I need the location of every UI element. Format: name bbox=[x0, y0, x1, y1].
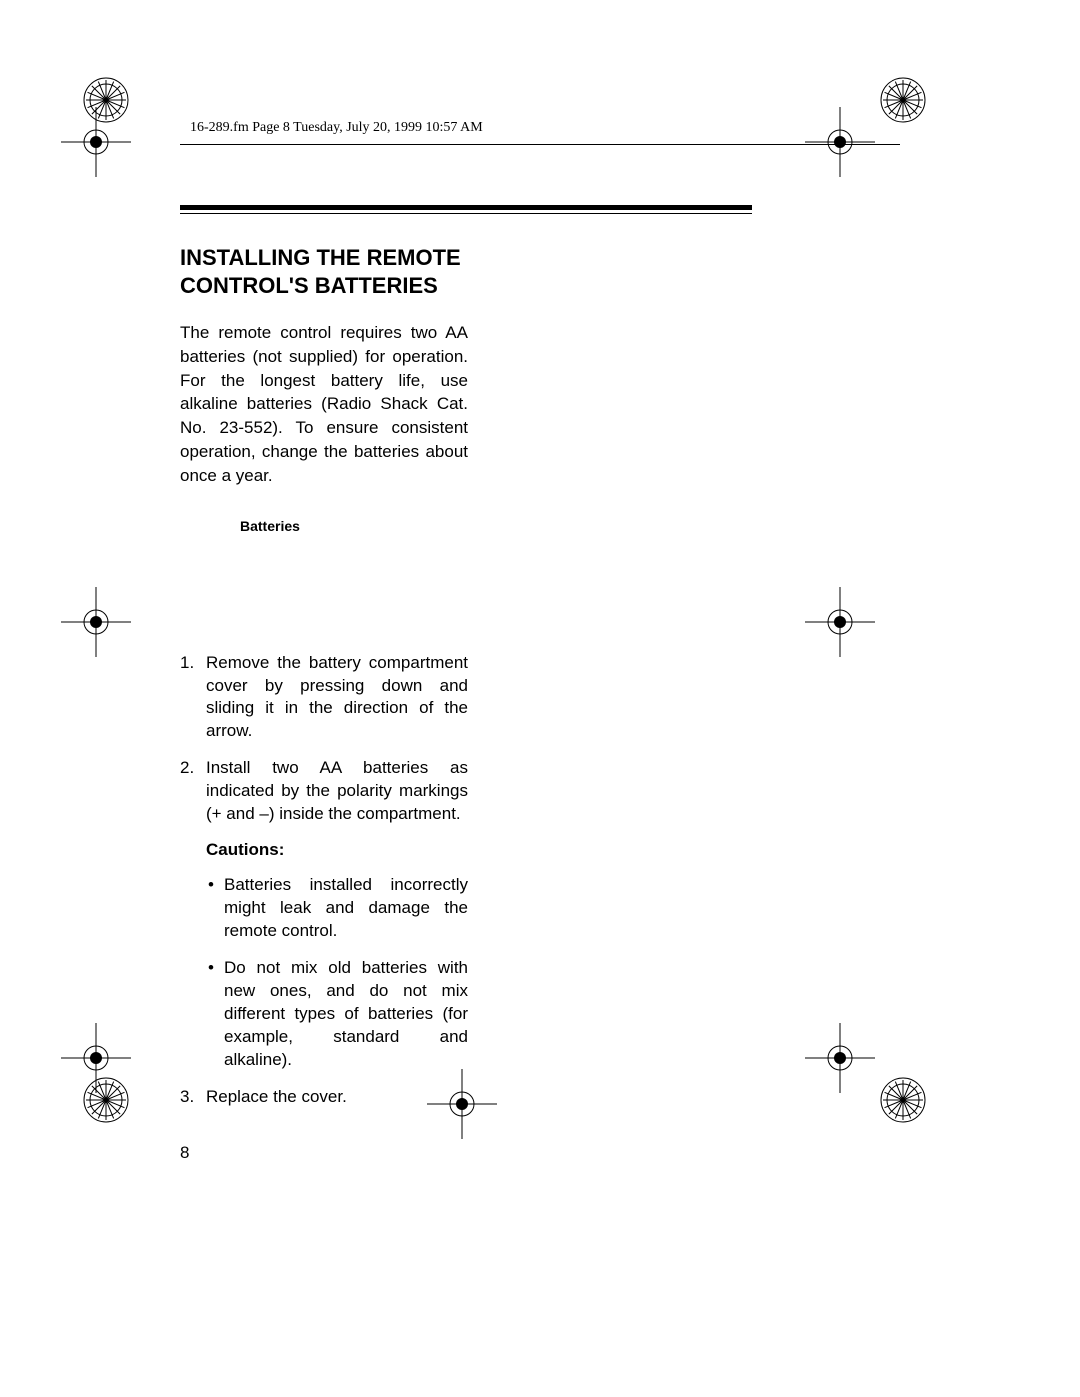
illustration-label: Batteries bbox=[240, 518, 468, 534]
cautions-list: Batteries installed incorrectly might le… bbox=[206, 874, 468, 1072]
section-title: INSTALLING THE REMOTE CONTROL'S BATTERIE… bbox=[180, 244, 468, 299]
step-text: Install two AA batteries as indicated by… bbox=[206, 758, 468, 823]
step-number: 2. bbox=[180, 757, 194, 780]
registration-mark-icon bbox=[805, 107, 875, 177]
step-2: 2. Install two AA batteries as indicated… bbox=[180, 757, 468, 826]
cautions-heading: Cautions: bbox=[206, 840, 468, 860]
step-text: Remove the battery compartment cover by … bbox=[206, 653, 468, 741]
caution-1: Batteries installed incorrectly might le… bbox=[206, 874, 468, 943]
steps-list: 1. Remove the battery compartment cover … bbox=[180, 652, 468, 827]
caution-2: Do not mix old batteries with new ones, … bbox=[206, 957, 468, 1072]
corner-rosette-icon bbox=[82, 1076, 130, 1124]
corner-rosette-icon bbox=[879, 1076, 927, 1124]
page-number: 8 bbox=[180, 1143, 468, 1163]
registration-mark-icon bbox=[805, 1023, 875, 1093]
heavy-rule bbox=[180, 205, 752, 214]
step-number: 3. bbox=[180, 1086, 194, 1109]
text-column: INSTALLING THE REMOTE CONTROL'S BATTERIE… bbox=[180, 244, 468, 1163]
top-divider-thin bbox=[180, 144, 900, 145]
registration-mark-icon bbox=[805, 587, 875, 657]
registration-mark-icon bbox=[61, 587, 131, 657]
page-content: 16-289.fm Page 8 Tuesday, July 20, 1999 … bbox=[180, 120, 900, 1163]
intro-paragraph: The remote control requires two AA batte… bbox=[180, 321, 468, 488]
running-head: 16-289.fm Page 8 Tuesday, July 20, 1999 … bbox=[190, 120, 900, 136]
step-3: 3. Replace the cover. bbox=[180, 1086, 468, 1109]
corner-rosette-icon bbox=[879, 76, 927, 124]
step-text: Replace the cover. bbox=[206, 1087, 347, 1106]
steps-list-cont: 3. Replace the cover. bbox=[180, 1086, 468, 1109]
step-1: 1. Remove the battery compartment cover … bbox=[180, 652, 468, 744]
registration-mark-icon bbox=[427, 1069, 497, 1139]
corner-rosette-icon bbox=[82, 76, 130, 124]
step-number: 1. bbox=[180, 652, 194, 675]
